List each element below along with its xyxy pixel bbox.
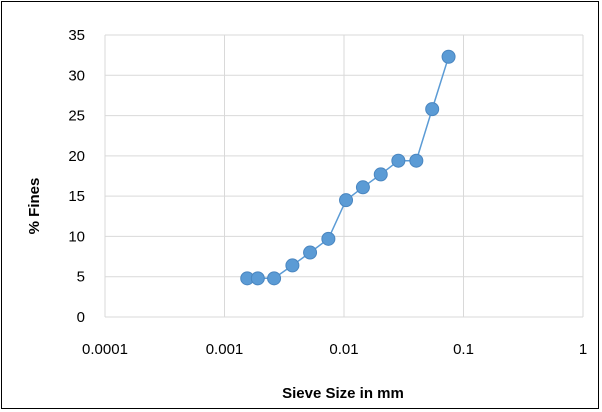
tick-labels: 0 5 10 15 20 25 30 35 0.0001 0.001 0.01 0.1 1 [68,27,587,358]
x-tick-label: 0.001 [206,341,244,358]
y-tick-label: 15 [68,188,85,205]
x-tick-label: 1 [579,341,587,358]
data-point [303,245,318,260]
gridlines [104,34,584,318]
x-axis-title: Sieve Size in mm [282,385,404,402]
data-point [285,258,300,273]
y-axis-title: % Fines [26,178,43,235]
data-point [441,49,456,64]
data-point [373,167,388,182]
y-tick-label: 30 [68,67,85,84]
data-point [250,271,265,286]
data-point [409,153,424,168]
y-tick-label: 20 [68,148,85,165]
data-point [391,153,406,168]
data-point [321,231,336,246]
y-tick-label: 5 [77,269,85,286]
x-tick-label: 0.01 [329,341,358,358]
x-tick-label: 0.1 [453,341,474,358]
y-tick-label: 0 [77,309,85,326]
y-tick-label: 35 [68,27,85,44]
data-series [240,49,456,286]
series-line [247,56,450,280]
data-point [339,193,354,208]
data-point [355,180,370,195]
y-tick-label: 25 [68,108,85,125]
data-point [267,271,282,286]
x-tick-label: 0.0001 [82,341,128,358]
data-point [425,102,440,117]
y-tick-label: 10 [68,228,85,245]
